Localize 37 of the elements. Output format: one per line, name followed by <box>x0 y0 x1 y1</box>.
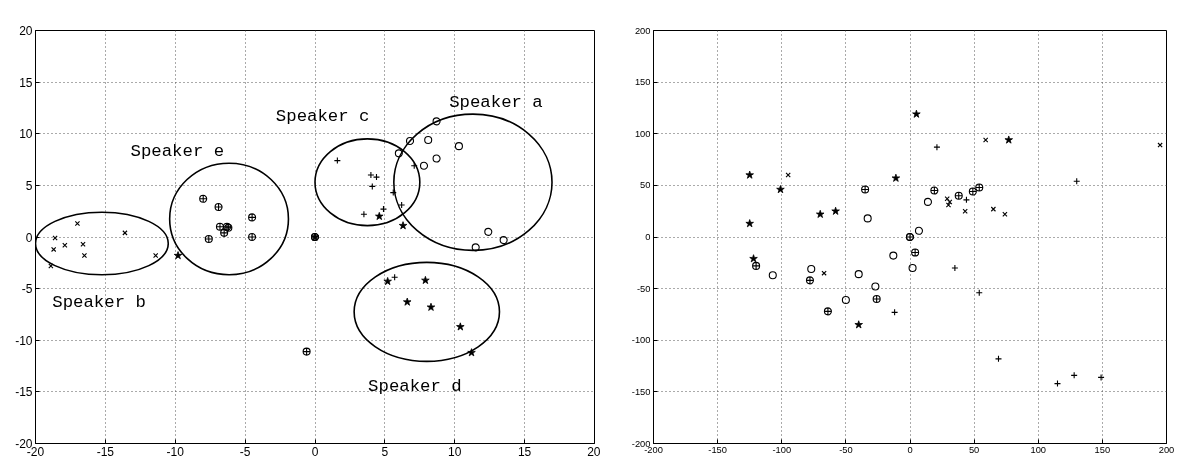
x-tick-label: 15 <box>517 444 532 459</box>
annotation: Speaker a <box>449 93 543 113</box>
y-tick-label: 150 <box>634 77 651 88</box>
y-tick-label: 0 <box>25 230 33 245</box>
y-tick-label: 10 <box>19 127 33 142</box>
x-tick-label: -150 <box>708 444 727 455</box>
y-tick-label: -10 <box>15 333 33 348</box>
y-tick-label: 0 <box>645 232 651 242</box>
x-tick-label: 50 <box>968 444 980 455</box>
annotation: Speaker e <box>130 142 225 162</box>
y-tick-label: 15 <box>19 75 33 90</box>
x-tick-label: -10 <box>166 444 185 459</box>
y-tick-label: 5 <box>25 178 33 193</box>
x-tick-label: 200 <box>1158 444 1175 455</box>
y-tick-label: 20 <box>19 24 33 38</box>
x-tick-label: 100 <box>1030 444 1047 455</box>
x-tick-label: -100 <box>772 444 792 455</box>
x-tick-label: -5 <box>239 444 251 459</box>
y-tick-label: -100 <box>631 335 651 346</box>
x-tick-label: 150 <box>1094 444 1111 455</box>
x-tick-label: 0 <box>311 444 319 459</box>
annotation: Speaker d <box>368 377 462 397</box>
annotation: Speaker c <box>275 106 370 126</box>
y-tick-label: 100 <box>634 128 651 139</box>
x-tick-label: 20 <box>587 444 601 459</box>
y-tick-label: -5 <box>21 282 33 297</box>
x-tick-label: 10 <box>448 444 462 459</box>
y-tick-label: -15 <box>15 385 33 400</box>
x-tick-label: 5 <box>381 444 389 459</box>
y-tick-label: 50 <box>640 180 651 191</box>
y-tick-label: -150 <box>631 386 651 397</box>
annotation: Speaker b <box>52 292 146 312</box>
y-tick-label: -50 <box>637 283 651 294</box>
x-tick-label: -50 <box>839 444 853 455</box>
y-tick-label: 200 <box>634 25 651 36</box>
x-tick-label: -15 <box>96 444 115 459</box>
x-tick-label: 0 <box>907 444 913 455</box>
